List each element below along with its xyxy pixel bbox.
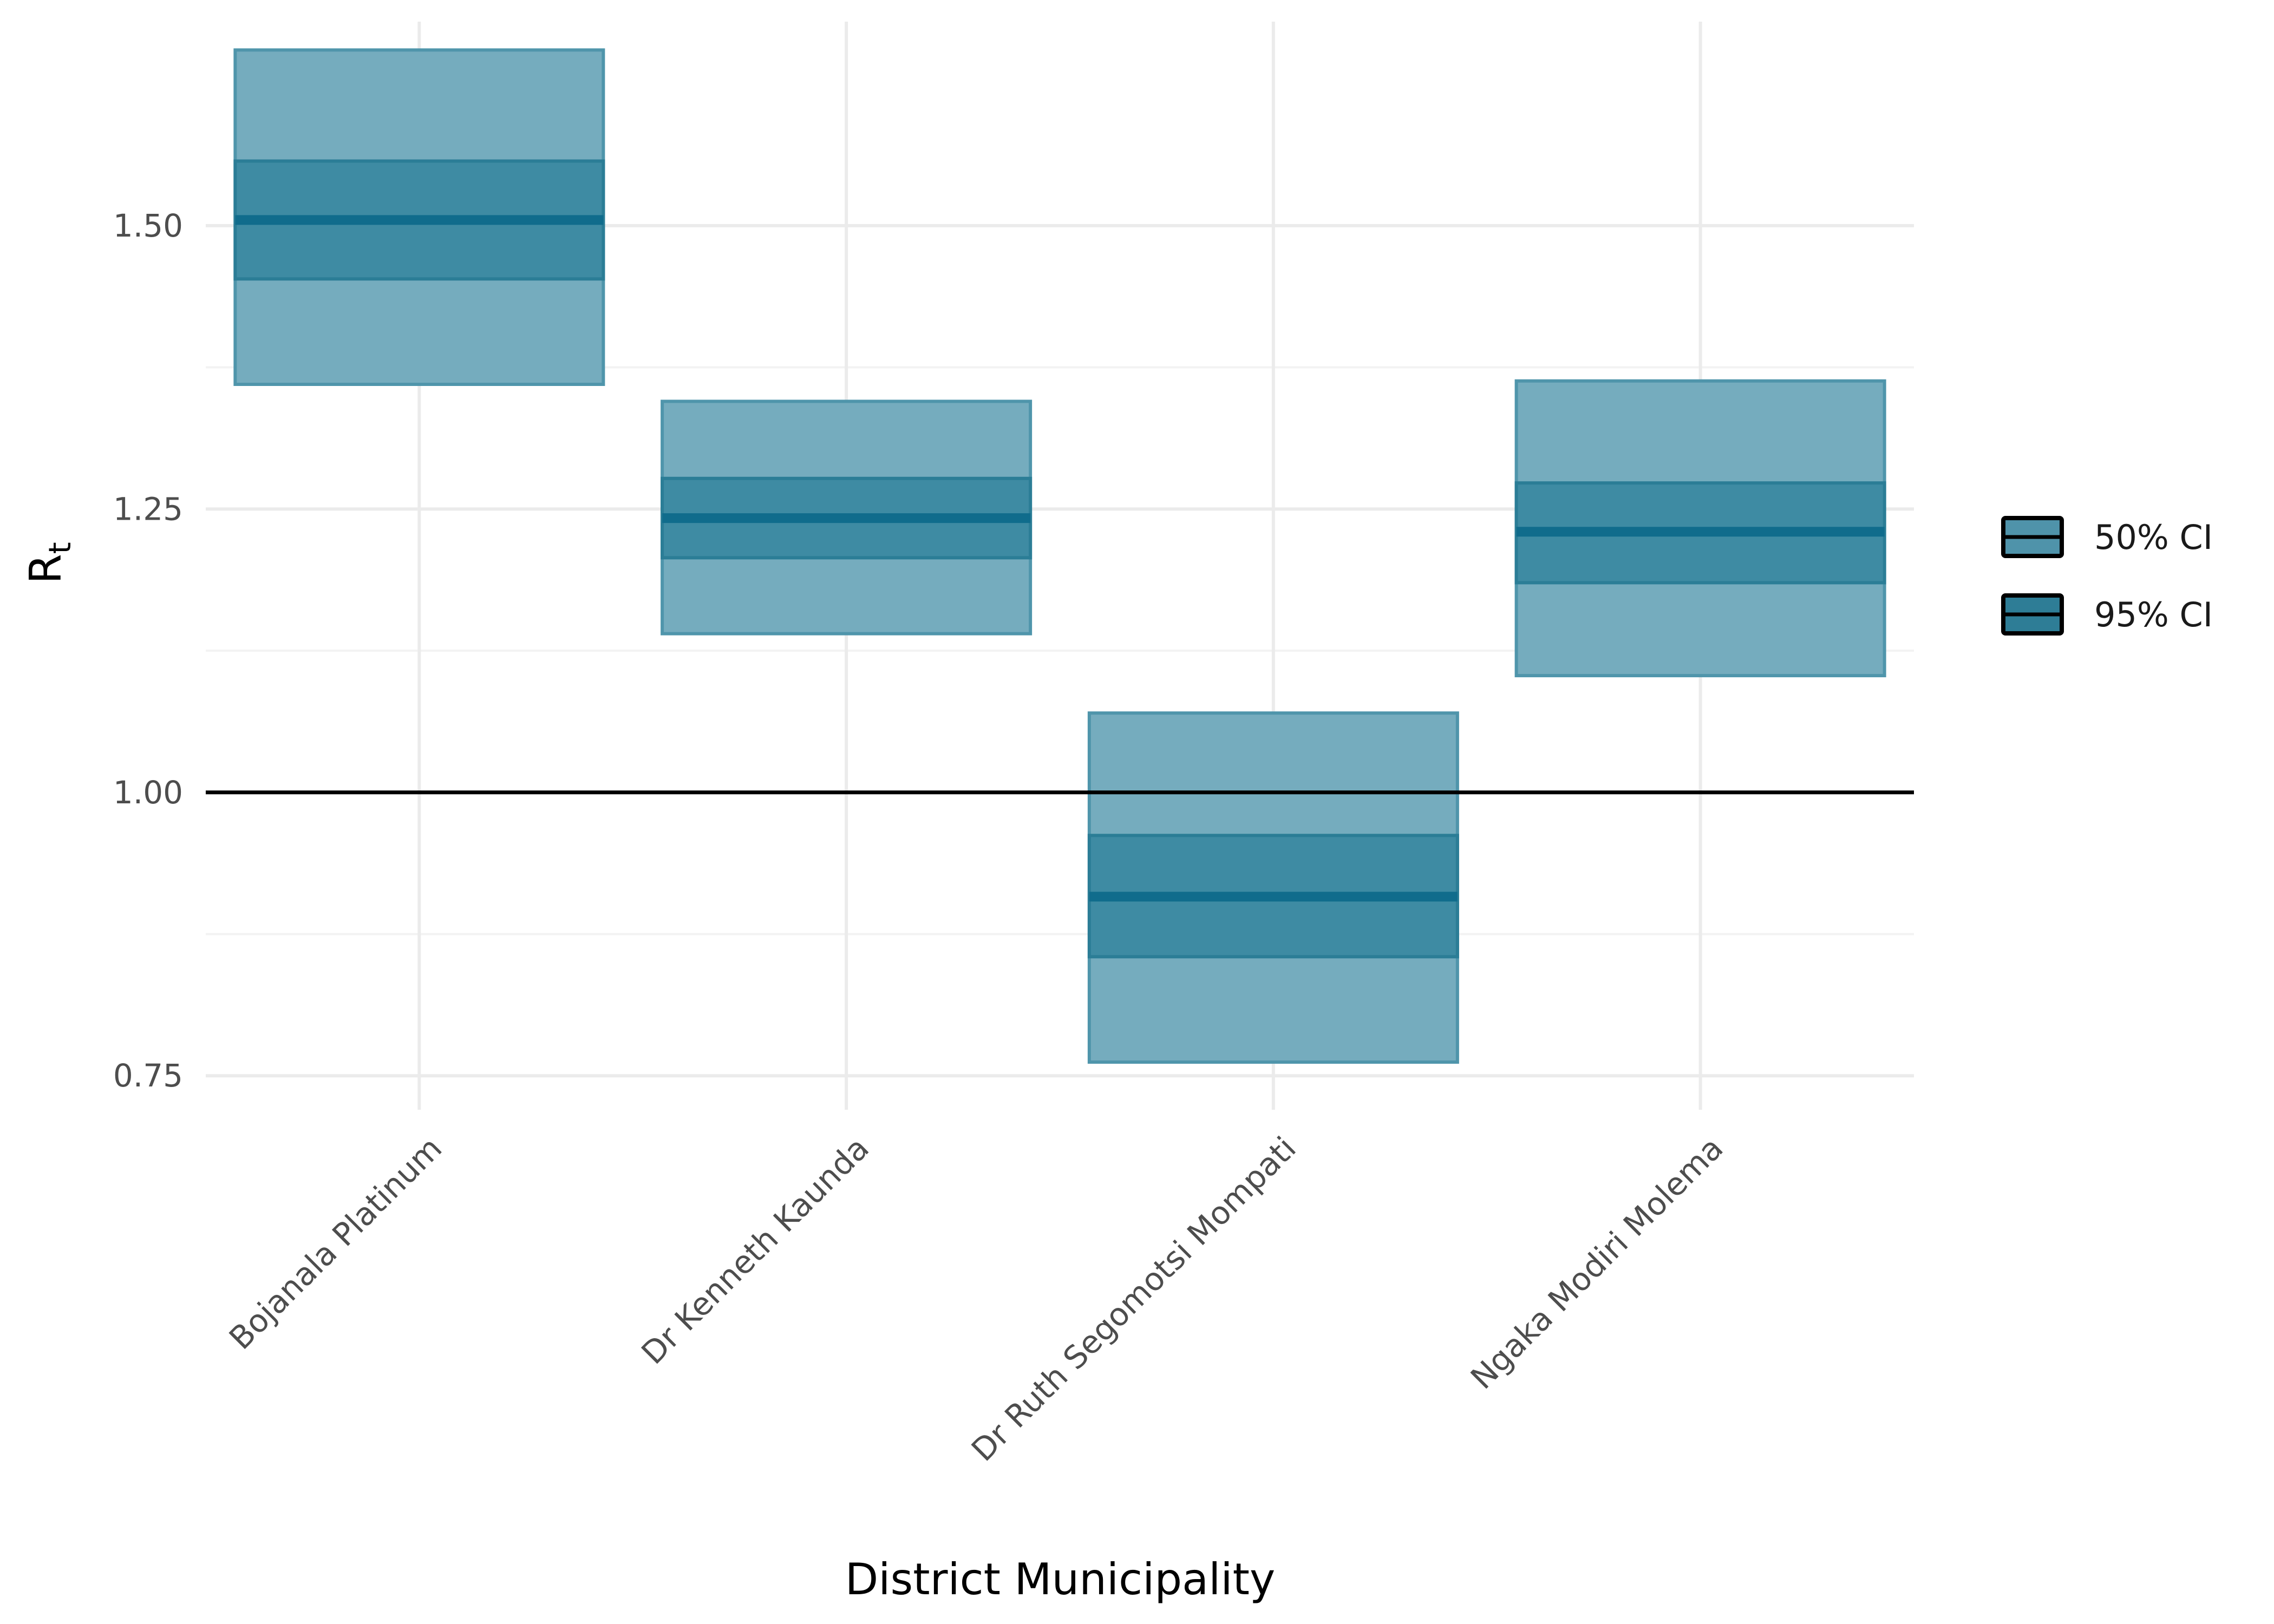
legend-item-95: 95% CI bbox=[2001, 593, 2213, 636]
x-tick-label: Bojanala Platinum bbox=[222, 1130, 449, 1357]
bars bbox=[233, 48, 1886, 1064]
crossbar-1 bbox=[233, 48, 605, 386]
x-tick-label: Dr Kenneth Kaunda bbox=[635, 1130, 876, 1371]
crossbar-2 bbox=[661, 400, 1033, 636]
y-axis-ticks: 0.75 1.00 1.25 1.50 bbox=[113, 207, 183, 1094]
crossbar-4 bbox=[1514, 379, 1886, 678]
y-axis-title-main: R bbox=[21, 554, 71, 584]
x-tick-label: Dr Ruth Segomotsi Mompati bbox=[964, 1130, 1303, 1469]
x-axis-ticks: Bojanala Platinum Dr Kenneth Kaunda Dr Rut… bbox=[222, 1130, 1730, 1469]
y-tick-label: 1.00 bbox=[113, 774, 183, 811]
legend-label-50: 50% CI bbox=[2094, 518, 2213, 557]
y-axis-title-subscript: t bbox=[43, 542, 78, 554]
legend: 50% CI 95% CI bbox=[2001, 516, 2213, 636]
y-tick-label: 0.75 bbox=[113, 1057, 183, 1094]
y-tick-label: 1.25 bbox=[113, 490, 183, 527]
crossbar-3 bbox=[1087, 711, 1459, 1064]
y-tick-label: 1.50 bbox=[113, 207, 183, 244]
legend-item-50: 50% CI bbox=[2001, 516, 2213, 558]
legend-label-95: 95% CI bbox=[2094, 595, 2213, 634]
x-axis-title: District Municipality bbox=[845, 1554, 1276, 1605]
y-axis-title: Rt bbox=[21, 542, 78, 584]
x-tick-label: Ngaka Modiri Molema bbox=[1463, 1130, 1730, 1397]
